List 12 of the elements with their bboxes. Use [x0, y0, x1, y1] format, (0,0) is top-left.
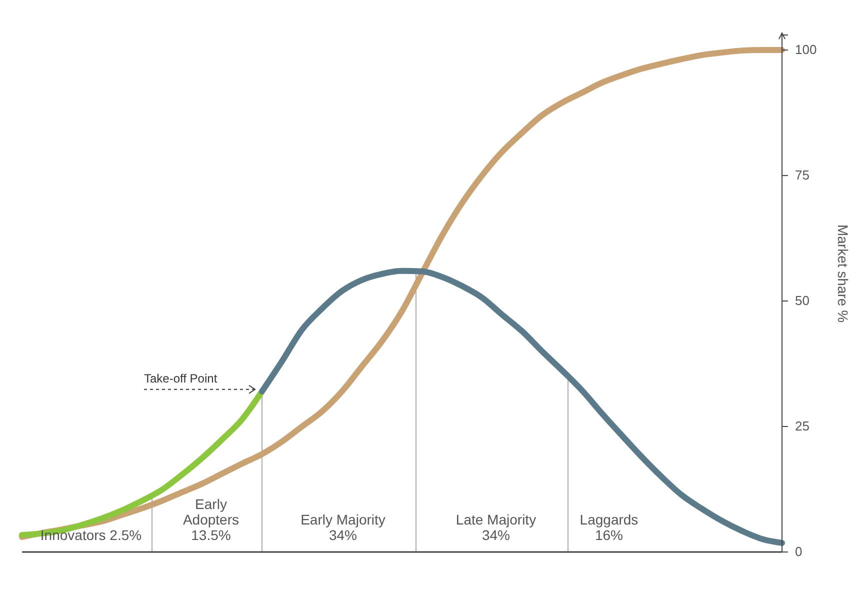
y-tick-label: 75	[795, 168, 810, 183]
annotation: Innovators 2.5%	[40, 527, 142, 543]
annotation: Laggards 16%	[580, 512, 638, 543]
y-axis-title: Market share %	[835, 224, 851, 323]
y-tick-label: 50	[795, 293, 810, 308]
y-tick-label: 0	[795, 544, 802, 560]
annotation: Early Majority 34%	[300, 512, 386, 543]
annotation: Late Majority 34%	[456, 512, 536, 543]
annotation: Take-off Point	[144, 371, 218, 386]
y-tick-label: 100	[795, 42, 817, 58]
annotation: Early Adopters 13.5%	[182, 496, 240, 543]
y-tick-label: 25	[795, 418, 810, 434]
